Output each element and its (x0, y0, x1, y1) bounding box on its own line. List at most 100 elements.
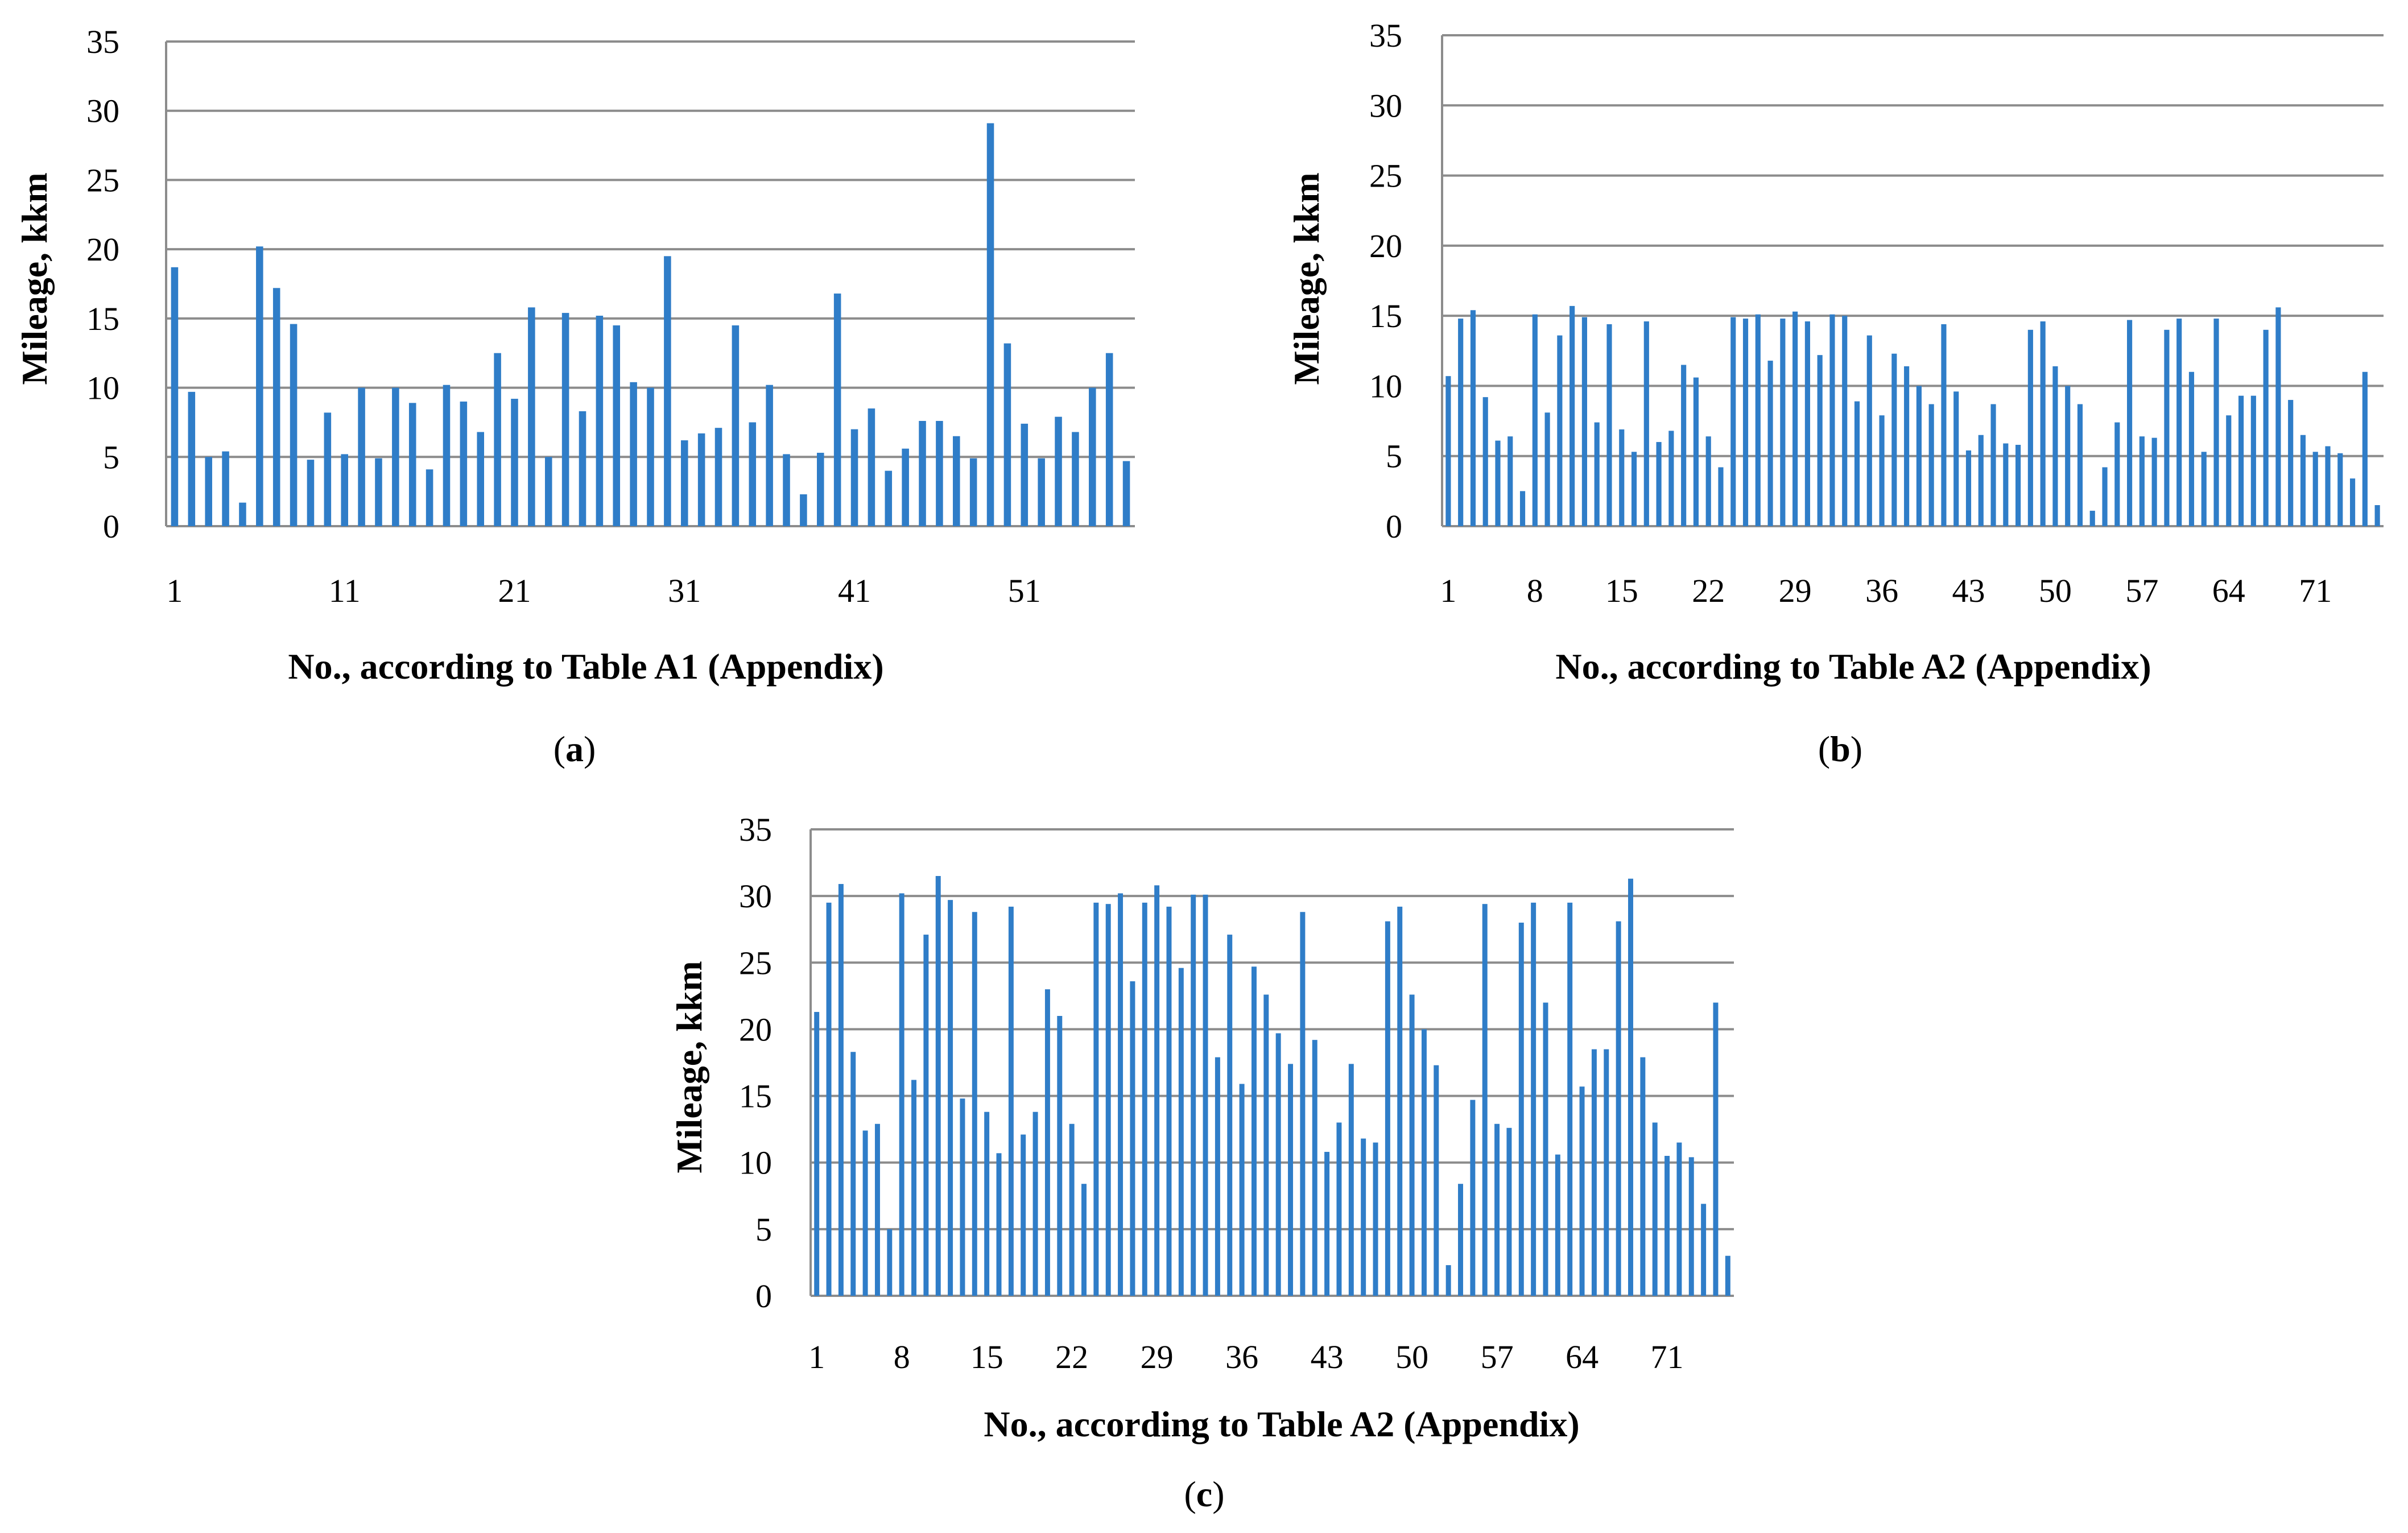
x-tick-label-c-1: 8 (894, 1338, 910, 1375)
bar-b-60 (2176, 319, 2182, 526)
x-ticks-a: 1 11 21 31 41 51 (166, 572, 1040, 609)
y-tick-label-b-1: 5 (1386, 438, 1402, 475)
bar-a-25 (579, 411, 586, 526)
x-tick-label-b-0: 1 (1440, 572, 1456, 609)
bar-b-67 (2263, 329, 2269, 526)
bar-c-6 (874, 1123, 880, 1296)
bar-c-8 (899, 893, 904, 1296)
bar-c-52 (1434, 1065, 1439, 1296)
bar-a-46 (936, 420, 943, 526)
bar-c-18 (1021, 1134, 1026, 1296)
bar-c-39 (1275, 1033, 1281, 1296)
bar-a-16 (426, 469, 433, 526)
y-tick-label-a-2: 10 (86, 370, 119, 407)
x-ticks-b: 1 8 15 22 29 36 43 50 57 64 71 (1440, 572, 2332, 609)
bar-b-38 (1904, 366, 1910, 526)
bar-c-34 (1215, 1057, 1220, 1296)
bar-c-32 (1191, 894, 1196, 1296)
bar-b-51 (2065, 386, 2071, 526)
bar-c-23 (1081, 1184, 1087, 1296)
bar-a-30 (664, 256, 671, 526)
bar-b-40 (1928, 404, 1934, 526)
bars-a (171, 123, 1130, 526)
x-tick-label-b-1: 8 (1527, 572, 1543, 609)
bar-a-47 (953, 436, 960, 526)
bar-c-31 (1178, 968, 1184, 1296)
bar-a-39 (817, 452, 824, 526)
bar-a-8 (290, 324, 298, 526)
bar-c-45 (1348, 1064, 1354, 1296)
bar-b-76 (2374, 505, 2380, 526)
bar-b-27 (1767, 361, 1773, 526)
bar-c-72 (1676, 1142, 1682, 1296)
bar-a-22 (528, 307, 535, 526)
x-tick-label-c-3: 22 (1055, 1338, 1088, 1375)
x-tick-label-c-7: 50 (1395, 1338, 1428, 1375)
bar-b-19 (1668, 431, 1674, 526)
bar-b-62 (2201, 452, 2207, 526)
bar-b-25 (1742, 319, 1749, 526)
x-tick-label-b-6: 43 (1952, 572, 1985, 609)
bar-a-15 (408, 403, 416, 526)
bar-c-76 (1725, 1255, 1730, 1296)
bar-b-61 (2188, 371, 2195, 526)
bar-c-46 (1361, 1138, 1366, 1296)
chart-c: Mileage, kkm No., according to Table A2 … (669, 811, 1734, 1444)
bar-a-31 (680, 440, 688, 526)
bar-b-42 (1953, 391, 1959, 526)
bar-a-21 (511, 399, 518, 526)
y-ticks-c: 0 5 10 15 20 25 30 35 (739, 811, 772, 1315)
y-tick-label-a-7: 35 (86, 23, 119, 60)
bar-b-11 (1569, 305, 1575, 526)
bar-c-70 (1652, 1122, 1658, 1296)
bar-b-15 (1619, 429, 1625, 526)
bar-c-4 (850, 1052, 856, 1296)
x-tick-label-b-7: 50 (2039, 572, 2072, 609)
bar-b-5 (1495, 440, 1501, 526)
y-tick-label-c-2: 10 (739, 1144, 772, 1181)
bar-c-19 (1032, 1111, 1038, 1296)
bar-a-12 (358, 387, 365, 526)
bar-a-28 (630, 382, 637, 526)
bar-c-75 (1713, 1002, 1719, 1296)
bar-b-50 (2052, 366, 2058, 526)
bar-a-33 (714, 428, 722, 526)
bar-c-60 (1531, 902, 1537, 1296)
bar-a-24 (561, 313, 569, 526)
x-axis-label-c: No., according to Table A2 (Appendix) (984, 1404, 1579, 1444)
bar-c-58 (1506, 1127, 1512, 1296)
bar-c-44 (1336, 1122, 1342, 1296)
bar-b-47 (2015, 444, 2021, 526)
y-tick-label-c-4: 20 (739, 1011, 772, 1048)
bar-b-34 (1854, 401, 1860, 526)
bar-a-37 (783, 454, 790, 526)
bar-a-29 (647, 387, 654, 526)
bar-c-10 (923, 935, 929, 1296)
x-tick-label-c-4: 29 (1141, 1338, 1174, 1375)
bar-a-55 (1089, 387, 1096, 526)
y-tick-label-c-3: 15 (739, 1078, 772, 1115)
bar-a-48 (969, 458, 977, 526)
panel-label-a: (a) (554, 729, 596, 769)
bar-c-56 (1482, 904, 1488, 1296)
y-tick-label-b-7: 35 (1369, 17, 1402, 54)
y-tick-label-b-3: 15 (1369, 297, 1402, 334)
bar-c-15 (984, 1111, 990, 1296)
y-axis-label-c: Mileage, kkm (669, 961, 709, 1173)
x-tick-label-b-3: 22 (1692, 572, 1725, 609)
bar-b-22 (1705, 436, 1711, 526)
bar-c-62 (1555, 1154, 1560, 1296)
x-tick-label-b-5: 36 (1865, 572, 1898, 609)
x-tick-label-b-9: 64 (2212, 572, 2245, 609)
bar-c-66 (1604, 1049, 1609, 1296)
bar-a-56 (1105, 353, 1113, 526)
bar-c-37 (1251, 966, 1257, 1296)
chart-b: Mileage, kkm No., according to Table A2 … (1286, 17, 2384, 687)
bar-b-14 (1606, 324, 1612, 526)
bar-c-47 (1373, 1142, 1378, 1296)
y-tick-label-c-5: 25 (739, 944, 772, 981)
bar-a-10 (324, 412, 332, 526)
x-tick-label-c-9: 64 (1566, 1338, 1599, 1375)
bar-b-32 (1829, 314, 1835, 526)
